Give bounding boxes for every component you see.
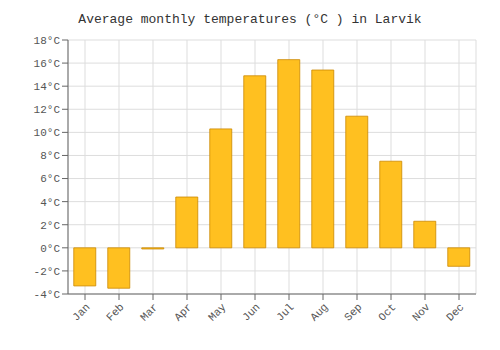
svg-text:-2°C: -2°C xyxy=(34,266,61,278)
svg-text:Jul: Jul xyxy=(274,301,296,323)
svg-text:Aug: Aug xyxy=(308,301,330,323)
svg-text:2°C: 2°C xyxy=(40,220,60,232)
svg-text:Jun: Jun xyxy=(240,301,262,323)
svg-text:Sep: Sep xyxy=(342,301,364,323)
svg-text:10°C: 10°C xyxy=(34,127,61,139)
svg-text:Dec: Dec xyxy=(444,301,466,323)
svg-text:May: May xyxy=(206,301,229,324)
svg-text:-4°C: -4°C xyxy=(34,289,61,301)
svg-text:Feb: Feb xyxy=(104,301,126,323)
svg-text:18°C: 18°C xyxy=(34,35,61,47)
svg-text:4°C: 4°C xyxy=(40,197,60,209)
svg-text:Oct: Oct xyxy=(376,301,398,323)
html-text:Average monthly temperatures (: Average monthly temperatures (°C ) in La… xyxy=(78,12,422,27)
svg-text:Nov: Nov xyxy=(410,301,433,324)
svg-text:0°C: 0°C xyxy=(40,243,60,255)
svg-text:12°C: 12°C xyxy=(34,104,61,116)
svg-text:Apr: Apr xyxy=(172,301,194,323)
svg-text:8°C: 8°C xyxy=(40,150,60,162)
svg-text:14°C: 14°C xyxy=(34,81,61,93)
svg-text:6°C: 6°C xyxy=(40,173,60,185)
svg-text:Jan: Jan xyxy=(70,301,92,323)
svg-text:16°C: 16°C xyxy=(34,58,61,70)
svg-text:Mar: Mar xyxy=(138,301,160,323)
